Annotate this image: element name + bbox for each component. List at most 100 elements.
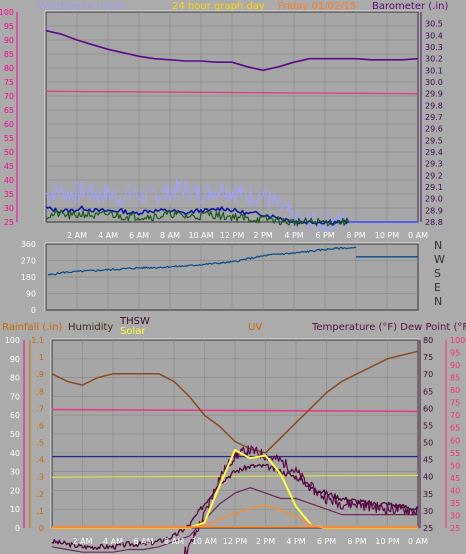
temperature-axis-title: Temperature (°F) Dew Point (°F) [311, 322, 466, 333]
bot-x-tick-label: 6 AM [133, 537, 153, 546]
dewpoint-y-tick-label: 45 [450, 474, 460, 483]
rain-y-tick-label: .5 [36, 439, 44, 448]
rain-y-tick-label: 0 [39, 524, 44, 533]
wind-y-tick-label: 45 [4, 162, 14, 171]
dewpoint-y-tick-label: 90 [450, 361, 460, 370]
barometer-y-tick-label: 28.9 [425, 206, 443, 215]
dewpoint-y-tick-label: 85 [450, 374, 460, 383]
barometer-y-tick-label: 28.8 [425, 218, 443, 227]
barometer-y-tick-label: 29.7 [425, 113, 443, 122]
dewpoint-y-tick-label: 65 [450, 424, 460, 433]
solar-legend: Solar [120, 326, 146, 337]
compass-n-bottom: N [434, 295, 442, 308]
humidity-y-tick-label: 70 [10, 392, 20, 401]
wind-y-tick-label: 30 [4, 204, 14, 213]
bot-x-tick-label: 4 PM [286, 537, 305, 546]
humidity-y-tick-label: 20 [10, 486, 20, 495]
bot-x-tick-label: 10 AM [192, 537, 217, 546]
top-x-tick-label: 10 PM [375, 231, 400, 240]
barometer-y-tick-label: 29.9 [425, 90, 443, 99]
top-x-tick-label: 6 PM [315, 231, 334, 240]
top-x-tick-label: 2 AM [67, 231, 87, 240]
barometer-y-tick-label: 29.8 [425, 101, 443, 110]
dewpoint-y-tick-label: 60 [450, 436, 460, 445]
wind-y-tick-label: 65 [4, 106, 14, 115]
top-x-tick-label: 10 AM [188, 231, 213, 240]
top-x-tick-label: 4 AM [98, 231, 118, 240]
humidity-line [51, 350, 419, 454]
wind-y-tick-label: 90 [4, 36, 14, 45]
rain-y-tick-label: .1 [36, 507, 44, 516]
direction-y-tick-label: 270 [21, 257, 36, 266]
humidity-y-tick-label: 0 [15, 524, 20, 533]
rain-y-tick-label: .9 [36, 370, 44, 379]
compass-e: E [434, 281, 441, 294]
dewpoint-y-tick-label: 95 [450, 349, 460, 358]
wind-y-tick-label: 35 [4, 190, 14, 199]
humidity-y-tick-label: 40 [10, 449, 20, 458]
dewpoint-y-tick-label: 50 [450, 461, 460, 470]
wind-y-tick-label: 85 [4, 50, 14, 59]
temp-y-tick-label: 30 [423, 507, 433, 516]
temp-y-tick-label: 40 [423, 473, 433, 482]
compass-n-top: N [434, 239, 442, 252]
dewpoint-y-tick-label: 70 [450, 411, 460, 420]
wind-direction-line [47, 246, 357, 276]
barometer-y-tick-label: 29.1 [425, 183, 443, 192]
rain-y-tick-label: .6 [36, 421, 44, 430]
barometer-y-tick-label: 29.4 [425, 148, 443, 157]
barometer-y-tick-label: 30.3 [425, 43, 443, 52]
gust-line [45, 178, 349, 234]
dewpoint-y-tick-label: 80 [450, 386, 460, 395]
temp-y-tick-label: 45 [423, 456, 433, 465]
humidity-y-tick-label: 80 [10, 374, 20, 383]
temp-y-tick-label: 75 [423, 353, 433, 362]
dewpoint-y-tick-label: 100 [450, 336, 465, 345]
barometer-line [45, 29, 419, 72]
temp-y-tick-label: 35 [423, 490, 433, 499]
top-x-tick-label: 4 PM [284, 231, 303, 240]
barometer-y-tick-label: 29.5 [425, 136, 443, 145]
bot-x-tick-label: 8 AM [164, 537, 184, 546]
wind-barometer-chart: 25 30 35 40 45 50 55 60 65 70 75 80 85 90 95 100 28.8 28.… [0, 8, 443, 240]
direction-y-tick-label: 90 [26, 290, 36, 299]
date-title: Friday 01/02/15 [278, 1, 356, 12]
bot-x-tick-label: 4 AM [103, 537, 123, 546]
graph-range-title: 24 hour graph day [172, 1, 265, 12]
compass-w: W [434, 253, 445, 266]
wind-y-tick-label: 25 [4, 218, 14, 227]
wind-y-tick-label: 50 [4, 148, 14, 157]
bottom-pink-reference-line [51, 408, 419, 413]
dewpoint-y-tick-label: 35 [450, 499, 460, 508]
rain-y-tick-label: .4 [36, 456, 44, 465]
bot-x-tick-label: 2 PM [256, 537, 275, 546]
windspeed-low-line [45, 209, 349, 227]
windspeed-axis-title: Windspeed (mph) [38, 1, 127, 12]
rain-y-tick-label: 1.1 [31, 336, 44, 345]
barometer-y-tick-label: 30.4 [425, 31, 443, 40]
wind-y-tick-label: 100 [0, 8, 14, 17]
bot-x-tick-label: 8 PM [347, 537, 366, 546]
uv-axis-title: UV [248, 322, 262, 333]
humidity-y-tick-label: 90 [10, 355, 20, 364]
humidity-y-tick-label: 60 [10, 411, 20, 420]
compass-s: S [434, 267, 441, 280]
compass-labels: N W S E N [434, 239, 445, 308]
barometer-y-tick-label: 29.3 [425, 160, 443, 169]
direction-y-tick-label: 360 [21, 240, 36, 249]
humidity-y-tick-label: 100 [5, 336, 20, 345]
direction-y-tick-label: 180 [21, 273, 36, 282]
top-x-tick-label: 6 AM [129, 231, 149, 240]
bot-x-tick-label: 0 AM [408, 537, 428, 546]
wind-y-tick-label: 75 [4, 78, 14, 87]
wind-y-tick-label: 60 [4, 120, 14, 129]
dewpoint-line [51, 487, 418, 553]
temp-y-tick-label: 50 [423, 439, 433, 448]
direction-y-tick-label: 0 [31, 306, 36, 315]
bot-x-tick-label: 6 PM [317, 537, 336, 546]
dewpoint-y-tick-label: 25 [450, 524, 460, 533]
dewpoint-y-tick-label: 55 [450, 449, 460, 458]
top-x-tick-label: 2 PM [253, 231, 272, 240]
